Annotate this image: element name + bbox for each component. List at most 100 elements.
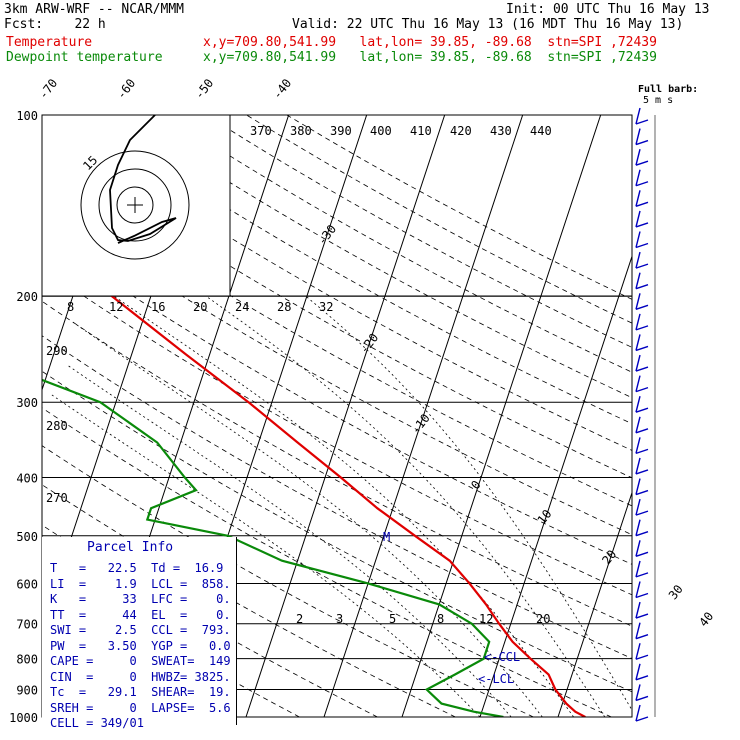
theta-label: 370 (250, 124, 272, 138)
wind-barb (635, 560, 649, 578)
isotherm-label: -20 (357, 331, 381, 357)
wind-barb-shaft (635, 263, 649, 269)
wind-barb (635, 601, 649, 619)
isotherm-label: 0 (468, 478, 483, 492)
dry-adiabat (84, 115, 632, 425)
dry-adiabat (42, 524, 378, 717)
wind-barb-shaft (635, 469, 649, 475)
wind-barb-flag (635, 293, 641, 310)
theta-label-left: 280 (46, 419, 68, 433)
model-title: 3km ARW-WRF -- NCAR/MMM (4, 2, 185, 17)
mixing-ratio-label: 5 (389, 612, 396, 626)
wind-barb (635, 684, 649, 702)
wind-barb-flag (635, 663, 641, 680)
kts-tick-label: 12 (109, 300, 123, 314)
dewpoint-legend-label: Dewpoint temperature (6, 50, 163, 65)
wind-barb (635, 416, 649, 434)
isotherm-line (401, 115, 602, 717)
wind-barb-flag (635, 149, 641, 166)
theta-label: 430 (490, 124, 512, 138)
wind-barb-shaft (635, 284, 649, 290)
pressure-label: 1000 (9, 711, 38, 725)
parcel-info-row: SWI = 2.5 CCL = 793. (50, 623, 231, 637)
wind-barb-flag (635, 581, 641, 598)
theta-label: 420 (450, 124, 472, 138)
barb-legend-line1: Full barb: (638, 84, 698, 95)
isotherm-label: -40 (270, 76, 294, 102)
moist-adiabat (305, 295, 632, 711)
wind-barb-shaft (635, 119, 649, 125)
wind-barb (635, 272, 649, 290)
marker-lcl: <-LCL (478, 672, 514, 686)
moist-adiabat (71, 320, 543, 717)
wind-barb (635, 231, 649, 249)
barb-legend-line2: 5 m s (643, 95, 673, 106)
wind-barb-flag (635, 560, 641, 578)
isotherm-label: 30 (666, 582, 686, 602)
moist-adiabat (205, 295, 606, 717)
moist-adiabat (66, 364, 512, 717)
hodograph-ring (80, 150, 190, 260)
isotherm-line (636, 115, 740, 717)
isotherm-line (714, 115, 740, 717)
wind-barb (635, 169, 649, 187)
marker-m: M (383, 530, 390, 544)
wind-barb (635, 704, 649, 722)
isotherm-label: -30 (315, 222, 339, 248)
parcel-info-row: CIN = 0 HWBZ= 3825. (50, 669, 231, 684)
parcel-info-title: Parcel Info (87, 540, 174, 555)
marker-ccl: <-CCL (484, 650, 520, 664)
wind-barb-flag (635, 416, 641, 433)
wind-barb-flag (635, 190, 641, 207)
wind-barb-shaft (635, 366, 649, 372)
wind-barb-flag (635, 704, 641, 722)
isotherm-line (323, 115, 524, 717)
theta-label-left: 290 (46, 344, 68, 358)
pressure-label: 900 (16, 683, 38, 697)
wind-barb-flag (635, 643, 641, 660)
wind-barb (635, 643, 649, 660)
wind-barb-shaft (635, 304, 649, 310)
wind-barb-shaft (635, 675, 649, 681)
mixing-ratio-label: 12 (479, 612, 493, 626)
wind-barb-shaft (635, 139, 649, 146)
moist-adiabat (49, 393, 481, 717)
wind-barb (635, 293, 649, 310)
wind-barb-shaft (635, 345, 649, 352)
wind-barb-shaft (635, 160, 649, 166)
wind-barb (635, 457, 649, 475)
wind-barb-shaft (635, 531, 649, 537)
isotherm-line (557, 491, 632, 717)
wind-barb-flag (635, 601, 641, 619)
kts-tick-label: 16 (151, 300, 165, 314)
valid-time: Valid: 22 UTC Thu 16 May 13 (16 MDT Thu … (292, 17, 684, 32)
pressure-label: 800 (16, 653, 38, 667)
hodograph-ring (116, 186, 154, 224)
kts-tick-label: 32 (319, 300, 333, 314)
isotherm-line (245, 115, 446, 717)
wind-barb-flag (635, 231, 641, 248)
wind-barb (635, 107, 649, 125)
wind-barb-shaft (635, 448, 649, 455)
isotherm-label: -10 (408, 411, 432, 437)
dewpoint-legend-coords: x,y=709.80,541.99 lat,lon= 39.85, -89.68… (203, 50, 657, 65)
pressure-label: 500 (16, 530, 38, 544)
wind-barb-shaft (635, 325, 649, 331)
wind-barb (635, 375, 649, 393)
wind-barb-flag (635, 251, 641, 269)
wind-barb-shaft (635, 242, 649, 249)
wind-barb (635, 210, 649, 228)
wind-barb-shaft (635, 613, 649, 619)
kts-tick-label: 20 (193, 300, 207, 314)
wind-barb-shaft (635, 633, 649, 640)
wind-barb-flag (635, 313, 641, 331)
temperature-legend-label: Temperature (6, 35, 93, 50)
dry-adiabat (44, 115, 632, 451)
hodograph: 15 (41, 114, 231, 297)
parcel-info-row: CELL = 349/01 (50, 716, 144, 730)
isotherm-label: 40 (696, 609, 716, 629)
theta-label: 410 (410, 124, 432, 138)
isotherm-label: 20 (599, 547, 619, 567)
parcel-info-row: SREH = 0 LAPSE= 5.6 (50, 700, 231, 715)
